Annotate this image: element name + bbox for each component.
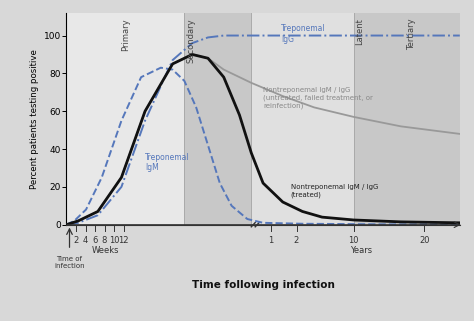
Bar [251,13,354,225]
Text: Primary: Primary [121,19,130,51]
Text: Weeks: Weeks [92,246,119,255]
Text: Treponemal
IgG: Treponemal IgG [281,24,325,44]
Text: Latent: Latent [356,19,365,45]
Text: 4: 4 [83,236,88,245]
Text: Years: Years [350,246,373,255]
Text: 6: 6 [92,236,98,245]
Text: 2: 2 [294,236,299,245]
Text: 2: 2 [73,236,79,245]
Text: Nontreponemal IgM / IgG
(untreated, failed treatment, or
reinfection): Nontreponemal IgM / IgG (untreated, fail… [263,87,373,108]
Text: 20: 20 [419,236,429,245]
Bar [354,13,460,225]
Bar [66,13,184,225]
Text: 10: 10 [348,236,359,245]
Text: 12: 12 [118,236,129,245]
Text: Tertiary: Tertiary [407,19,416,50]
Text: Nontreponemal IgM / IgG
(treated): Nontreponemal IgM / IgG (treated) [291,184,378,198]
Text: 8: 8 [102,236,107,245]
Text: Time following infection: Time following infection [191,280,335,290]
Text: 1: 1 [268,236,273,245]
Text: Time of
infection: Time of infection [54,256,85,269]
Text: Secondary: Secondary [186,19,195,63]
Text: Treponemal
IgM: Treponemal IgM [145,152,190,172]
Y-axis label: Percent patients testing positive: Percent patients testing positive [30,49,39,189]
Bar [184,13,251,225]
Text: 10: 10 [109,236,119,245]
